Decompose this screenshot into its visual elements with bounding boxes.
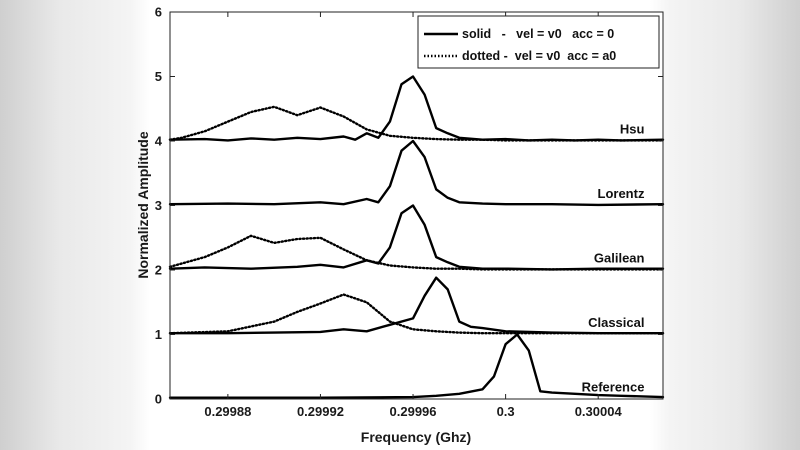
legend-dotted-label: dotted - vel = v0 acc = a0 (462, 49, 616, 63)
legend-box (417, 15, 660, 69)
x-tick-label-0: 0.29988 (204, 404, 251, 419)
x-tick-label-3: 0.3 (497, 404, 515, 419)
x-axis-title: Frequency (Ghz) (361, 429, 471, 445)
y-tick-label-6: 6 (155, 5, 162, 20)
series-label-reference: Reference (582, 379, 645, 394)
series-line-1-dotted (168, 105, 665, 142)
y-tick-label-2: 2 (155, 263, 162, 278)
legend-solid-label: solid - vel = v0 acc = 0 (462, 27, 614, 41)
series-label-classical: Classical (588, 315, 644, 330)
series-line-5-solid (168, 276, 665, 335)
y-tick-label-3: 3 (155, 198, 162, 213)
legend: solid - vel = v0 acc = 0 dotted - vel = … (417, 15, 660, 69)
series-line-7-solid (168, 333, 665, 399)
series-label-galilean: Galilean (594, 250, 645, 265)
series-line-6-dotted (168, 293, 665, 335)
y-tick-label-1: 1 (155, 327, 162, 342)
y-axis-title: Normalized Amplitude (135, 131, 151, 278)
series-line-2-solid (168, 139, 665, 207)
axes-layer: 0.29988 0.29992 0.29996 0.3 0.30004 0 1 2 3 4 5 6 (155, 5, 663, 419)
series-layer (168, 75, 665, 399)
series-label-lorentz: Lorentz (598, 186, 645, 201)
y-tick-label-5: 5 (155, 69, 162, 84)
series-labels-layer: Hsu Lorentz Galilean Classical Reference (582, 121, 645, 394)
x-tick-label-1: 0.29992 (297, 404, 344, 419)
series-line-4-dotted (168, 234, 665, 271)
y-tick-label-0: 0 (155, 392, 162, 407)
y-tick-label-4: 4 (155, 134, 163, 149)
x-tick-label-4: 0.30004 (575, 404, 623, 419)
series-label-hsu: Hsu (620, 121, 645, 136)
x-tick-label-2: 0.29996 (390, 404, 437, 419)
